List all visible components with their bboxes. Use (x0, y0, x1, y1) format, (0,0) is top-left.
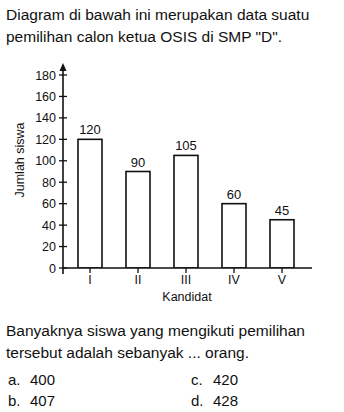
y-tick-label: 140 (35, 111, 56, 125)
x-tick-label: II (135, 273, 142, 287)
y-axis-label: Jumlah siswa (13, 122, 27, 197)
x-axis (63, 267, 312, 269)
y-axis (62, 67, 64, 274)
intro-text: pemilihan calon ketua OSIS di SMP "D". (6, 28, 282, 45)
bar (78, 139, 102, 268)
x-tick-label: III (181, 273, 191, 287)
option-text: 428 (213, 392, 238, 409)
y-tick-label: 120 (35, 133, 56, 147)
data-label: 105 (175, 138, 197, 153)
data-label: 90 (131, 155, 145, 170)
y-tick-label: 40 (42, 219, 56, 233)
bar (126, 172, 150, 269)
data-label: 120 (79, 122, 101, 137)
bar (174, 155, 198, 268)
y-tick-label: 100 (35, 154, 56, 168)
option-letter: d. (191, 392, 204, 409)
x-tick-label: V (278, 273, 287, 287)
bar (222, 204, 246, 268)
option-letter: a. (8, 371, 21, 388)
page: Diagram di bawah ini merupakan data suat… (0, 0, 344, 412)
data-label: 45 (275, 203, 289, 218)
option-text: 420 (213, 371, 238, 388)
intro-text: Diagram di bawah ini merupakan data suat… (6, 6, 309, 23)
option-letter: c. (191, 371, 203, 388)
y-tick-label: 60 (42, 197, 56, 211)
y-axis-arrow (60, 63, 67, 71)
y-tick-label: 180 (35, 69, 56, 83)
option-letter: b. (8, 392, 21, 409)
option-text: 407 (30, 392, 55, 409)
bars (78, 139, 294, 268)
option-text: 400 (30, 371, 55, 388)
data-label: 60 (227, 187, 241, 202)
question-text: Banyaknya siswa yang mengikuti pemilihan (6, 322, 305, 339)
x-tick-label: I (88, 273, 91, 287)
y-tick-label: 160 (35, 90, 56, 104)
x-axis-label: Kandidat (162, 290, 212, 304)
question-text: tersebut adalah sebanyak ... orang. (6, 344, 249, 361)
y-tick-label: 80 (42, 176, 56, 190)
x-tick-label: IV (228, 273, 240, 287)
y-tick-label: 0 (49, 262, 56, 276)
bar (270, 220, 294, 268)
y-tick-label: 20 (42, 240, 56, 254)
